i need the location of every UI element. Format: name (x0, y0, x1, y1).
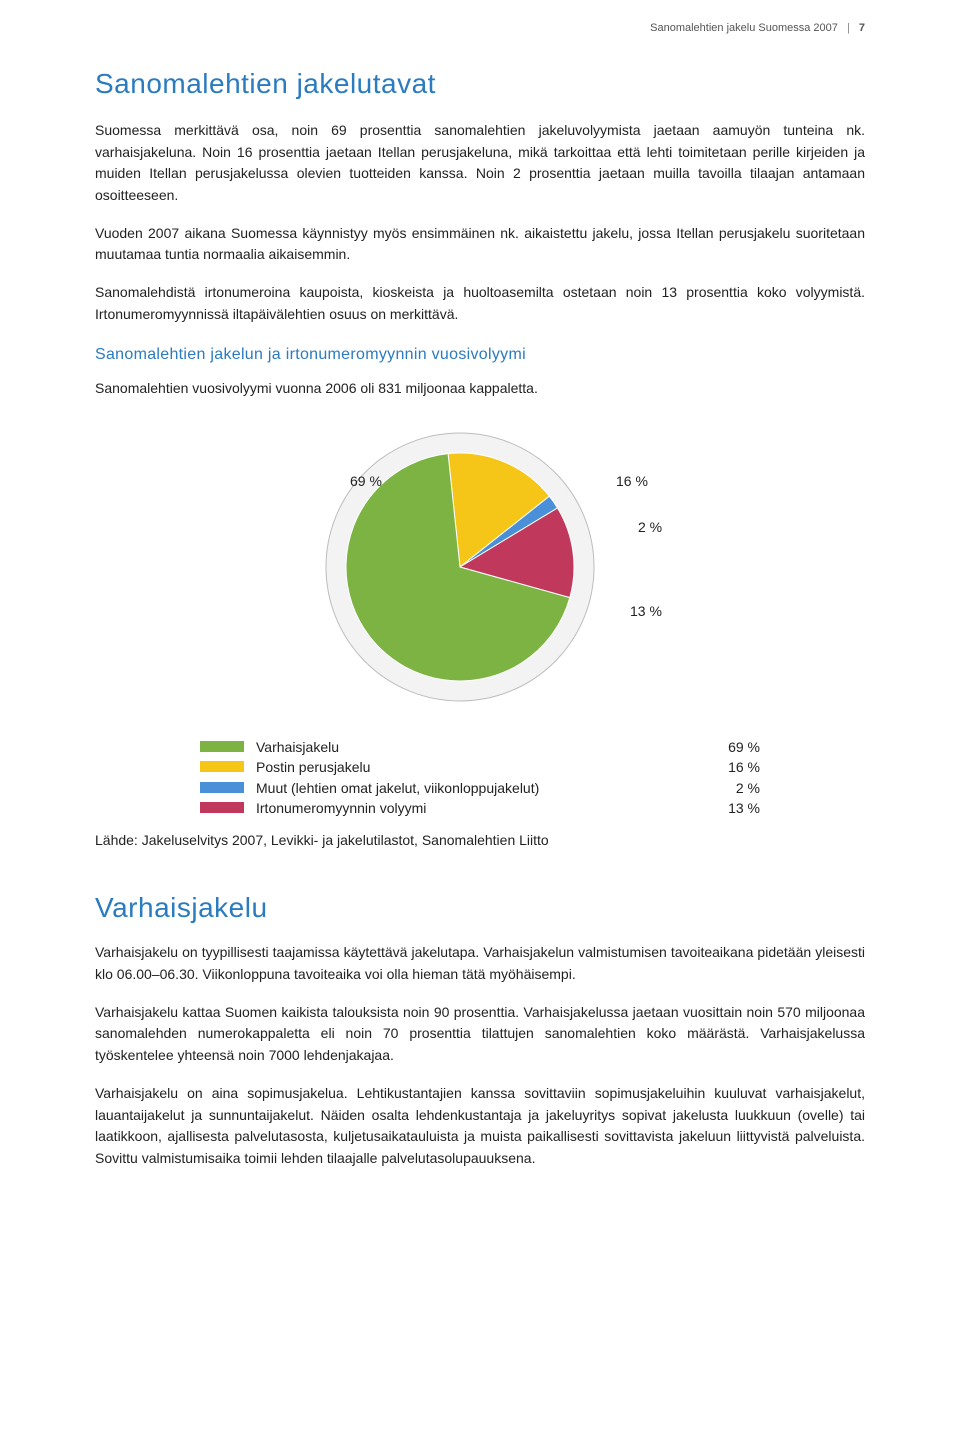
para-v2: Varhaisjakelu kattaa Suomen kaikista tal… (95, 1002, 865, 1067)
legend-swatch (200, 782, 244, 793)
legend-value: 69 % (700, 737, 760, 757)
header-separator: | (841, 22, 856, 34)
legend-row: Irtonumeromyynnin volyymi13 % (200, 798, 760, 818)
page-number: 7 (859, 22, 865, 34)
legend-table: Varhaisjakelu69 %Postin perusjakelu16 %M… (200, 737, 760, 818)
legend-label: Irtonumeromyynnin volyymi (256, 798, 700, 818)
pie-slice-label: 2 % (638, 519, 662, 535)
pie-chart-block: 69 %16 %2 %13 % Varhaisjakelu69 %Postin … (95, 417, 865, 848)
section-title-jakelutavat: Sanomalehtien jakelutavat (95, 68, 865, 100)
legend-row: Postin perusjakelu16 % (200, 757, 760, 777)
para-v1: Varhaisjakelu on tyypillisesti taajamiss… (95, 942, 865, 985)
running-header: Sanomalehtien jakelu Suomessa 2007 | 7 (650, 22, 865, 34)
legend-value: 2 % (700, 778, 760, 798)
para-2: Vuoden 2007 aikana Suomessa käynnistyy m… (95, 223, 865, 266)
legend-row: Muut (lehtien omat jakelut, viikonloppuj… (200, 778, 760, 798)
legend-swatch (200, 741, 244, 752)
doc-title: Sanomalehtien jakelu Suomessa 2007 (650, 22, 838, 34)
legend-value: 13 % (700, 798, 760, 818)
legend-swatch (200, 761, 244, 772)
legend-label: Postin perusjakelu (256, 757, 700, 777)
pie-slice-label: 69 % (350, 473, 382, 489)
subhead-vuosivolyymi: Sanomalehtien jakelun ja irtonumeromyynn… (95, 346, 865, 364)
pie-slice-label: 13 % (630, 603, 662, 619)
section-title-varhaisjakelu: Varhaisjakelu (95, 892, 865, 924)
para-4: Sanomalehtien vuosivolyymi vuonna 2006 o… (95, 378, 865, 400)
pie-chart: 69 % 16 % 2 % 13 % (260, 417, 700, 717)
para-1: Suomessa merkittävä osa, noin 69 prosent… (95, 120, 865, 207)
legend-row: Varhaisjakelu69 % (200, 737, 760, 757)
pie-svg (260, 417, 700, 717)
para-3: Sanomalehdistä irtonumeroina kaupoista, … (95, 282, 865, 325)
para-v3: Varhaisjakelu on aina sopimusjakelua. Le… (95, 1083, 865, 1170)
legend-label: Muut (lehtien omat jakelut, viikonloppuj… (256, 778, 700, 798)
legend-swatch (200, 802, 244, 813)
pie-slice-label: 16 % (616, 473, 648, 489)
legend-value: 16 % (700, 757, 760, 777)
legend-label: Varhaisjakelu (256, 737, 700, 757)
page: Sanomalehtien jakelu Suomessa 2007 | 7 S… (0, 0, 960, 1444)
chart-source: Lähde: Jakeluselvitys 2007, Levikki- ja … (95, 832, 865, 848)
